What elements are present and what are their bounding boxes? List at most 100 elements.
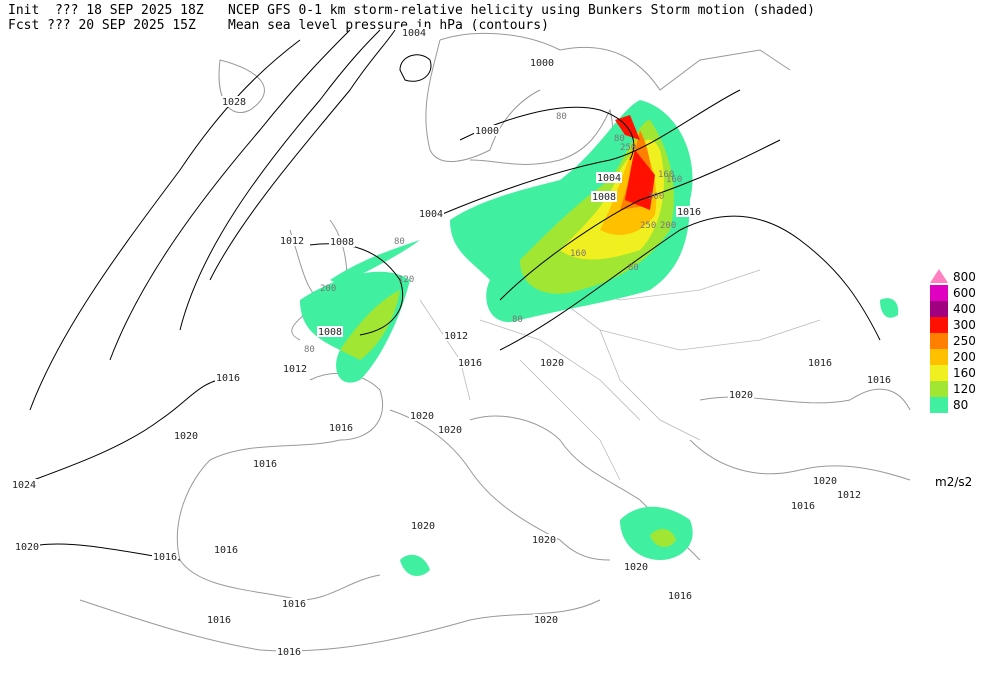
legend-label: 120 bbox=[953, 382, 976, 396]
contour-label-bg bbox=[529, 57, 555, 68]
helicity-label: 200 bbox=[660, 221, 676, 231]
contour-label: 1016 bbox=[677, 207, 701, 218]
contour-label: 1016 bbox=[207, 615, 231, 626]
contour-label: 1008 bbox=[592, 192, 616, 203]
contour-label-bg bbox=[276, 646, 302, 657]
borders bbox=[419, 249, 821, 481]
legend-swatch bbox=[930, 301, 948, 317]
legend-swatch bbox=[930, 381, 948, 397]
contour-label: 1020 bbox=[624, 562, 648, 573]
header: Init ??? 18 SEP 2025 18Z NCEP GFS 0-1 km… bbox=[8, 3, 815, 33]
contour-label: 1020 bbox=[438, 425, 462, 436]
legend-swatch bbox=[930, 269, 948, 283]
contour-label: 1016 bbox=[458, 358, 482, 369]
contour-label: 1020 bbox=[813, 476, 837, 487]
contour-label: 1016 bbox=[867, 375, 891, 386]
legend-label: 200 bbox=[953, 350, 976, 364]
contour-label-bg bbox=[457, 357, 483, 368]
contour-label-bg bbox=[437, 424, 463, 435]
contour-labels: 1004 1000 1028 1000 1004 1008 1016 1004 1008 1012… bbox=[11, 27, 892, 658]
helicity-label: 80 bbox=[628, 263, 639, 273]
helicity-label: 250 bbox=[620, 143, 636, 153]
contour-label-bg bbox=[11, 479, 37, 490]
contour-label: 1020 bbox=[174, 431, 198, 442]
contour-label-bg bbox=[623, 561, 649, 572]
legend-label: 160 bbox=[953, 366, 976, 380]
contour-label-bg bbox=[279, 235, 305, 246]
helicity-label: 80 bbox=[304, 345, 315, 355]
contour-label-bg bbox=[213, 544, 239, 555]
isobars bbox=[19, 29, 881, 561]
contour-label: 1016 bbox=[668, 591, 692, 602]
contour-label-bg bbox=[14, 541, 40, 552]
contour-label-bg bbox=[215, 372, 241, 383]
legend-swatch bbox=[930, 285, 948, 301]
contour-label-bg bbox=[667, 590, 693, 601]
helicity-label: 80 bbox=[614, 134, 625, 144]
contour-label: 1016 bbox=[153, 552, 177, 563]
contour-label: 1012 bbox=[444, 331, 468, 342]
contour-label-bg bbox=[807, 357, 833, 368]
contour-label-bg bbox=[401, 27, 427, 38]
contour-label-bg bbox=[812, 475, 838, 486]
contour-label: 1000 bbox=[475, 126, 499, 137]
helicity-label: 80 bbox=[394, 237, 405, 247]
legend-swatch bbox=[930, 349, 948, 365]
contour-label: 1012 bbox=[280, 236, 304, 247]
contour-label-bg bbox=[866, 374, 892, 385]
contour-label-bg bbox=[329, 236, 355, 247]
contour-label-bg bbox=[676, 206, 702, 217]
contour-label-bg bbox=[206, 614, 232, 625]
legend-swatch bbox=[930, 317, 948, 333]
contour-label-bg bbox=[539, 357, 565, 368]
contour-label-bg bbox=[281, 598, 307, 609]
contour-label: 1020 bbox=[532, 535, 556, 546]
contour-label-bg bbox=[252, 458, 278, 469]
helicity-label: 160 bbox=[570, 249, 586, 259]
contour-label-bg bbox=[474, 125, 500, 136]
helicity-label: 120 bbox=[398, 275, 414, 285]
contour-label-bg bbox=[728, 389, 754, 400]
legend-label: 300 bbox=[953, 318, 976, 332]
contour-label-bg bbox=[533, 614, 559, 625]
contour-label: 1020 bbox=[534, 615, 558, 626]
legend-label: 600 bbox=[953, 286, 976, 300]
init-time: Init ??? 18 SEP 2025 18Z bbox=[8, 3, 204, 18]
contour-label-bg bbox=[443, 330, 469, 341]
contour-label: 1016 bbox=[282, 599, 306, 610]
contour-label: 1000 bbox=[530, 58, 554, 69]
helicity-label: 250 bbox=[640, 221, 656, 231]
contour-label: 1004 bbox=[597, 173, 621, 184]
contour-label-bg bbox=[418, 208, 444, 219]
contour-label: 1016 bbox=[808, 358, 832, 369]
helicity-label: 160 bbox=[658, 170, 674, 180]
contour-label: 1004 bbox=[419, 209, 443, 220]
contour-label-bg bbox=[531, 534, 557, 545]
legend-swatch bbox=[930, 397, 948, 413]
contour-label-bg bbox=[836, 489, 862, 500]
contour-label-bg bbox=[790, 500, 816, 511]
contour-label: 1016 bbox=[791, 501, 815, 512]
contour-label-bg bbox=[409, 410, 435, 421]
contour-label: 1012 bbox=[837, 490, 861, 501]
contour-label: 1020 bbox=[15, 542, 39, 553]
legend-swatch bbox=[930, 333, 948, 349]
contour-label-bg bbox=[328, 422, 354, 433]
contour-label: 1016 bbox=[214, 545, 238, 556]
contour-label-bg bbox=[596, 172, 622, 183]
field-title: NCEP GFS 0-1 km storm-relative helicity … bbox=[228, 3, 815, 18]
contour-label: 1020 bbox=[411, 521, 435, 532]
contour-label: 1012 bbox=[283, 364, 307, 375]
contour-label-bg bbox=[317, 326, 343, 337]
contour-label: 1028 bbox=[222, 97, 246, 108]
legend-label: 250 bbox=[953, 334, 976, 348]
legend: m2/s2 800 600 400 300 250 200 160 120 80 bbox=[930, 269, 976, 489]
helicity-label: 200 bbox=[320, 284, 336, 294]
contour-label: 1016 bbox=[216, 373, 240, 384]
legend-label: 400 bbox=[953, 302, 976, 316]
contour-label: 1016 bbox=[277, 647, 301, 658]
helicity-label: 300 bbox=[648, 192, 664, 202]
contour-label-bg bbox=[173, 430, 199, 441]
